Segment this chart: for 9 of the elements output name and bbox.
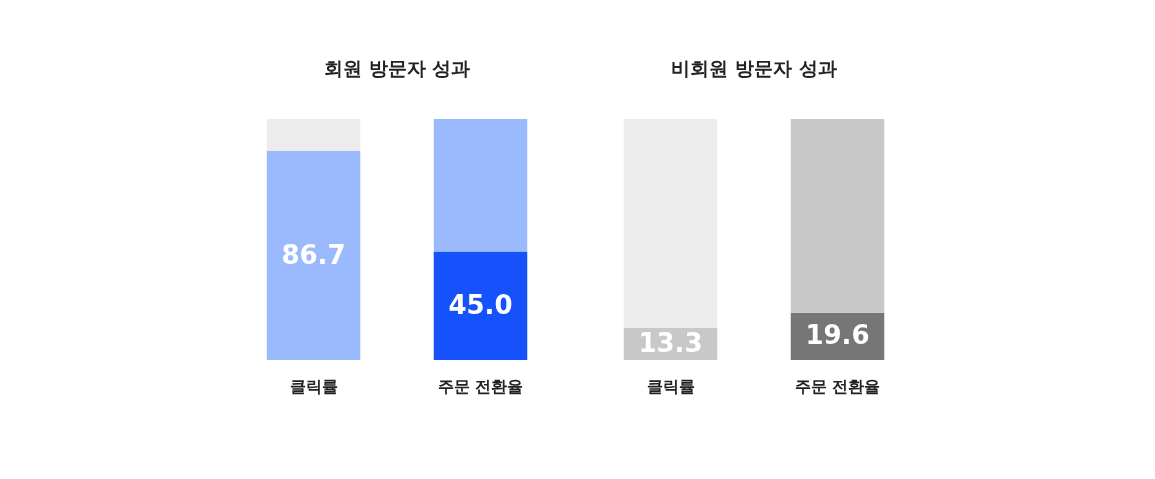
chart-title: 회원 방문자 성과 bbox=[323, 57, 471, 79]
data-label: 19.6 bbox=[805, 320, 870, 351]
x-tick-label: 클릭률 bbox=[646, 376, 695, 396]
x-tick-label: 주문 전환율 bbox=[794, 376, 881, 396]
x-tick-label: 클릭률 bbox=[289, 376, 338, 396]
chart-title: 비회원 방문자 성과 bbox=[671, 57, 837, 79]
x-tick-label: 주문 전환율 bbox=[437, 376, 524, 396]
data-label: 86.7 bbox=[281, 239, 346, 270]
data-label: 45.0 bbox=[448, 289, 513, 320]
